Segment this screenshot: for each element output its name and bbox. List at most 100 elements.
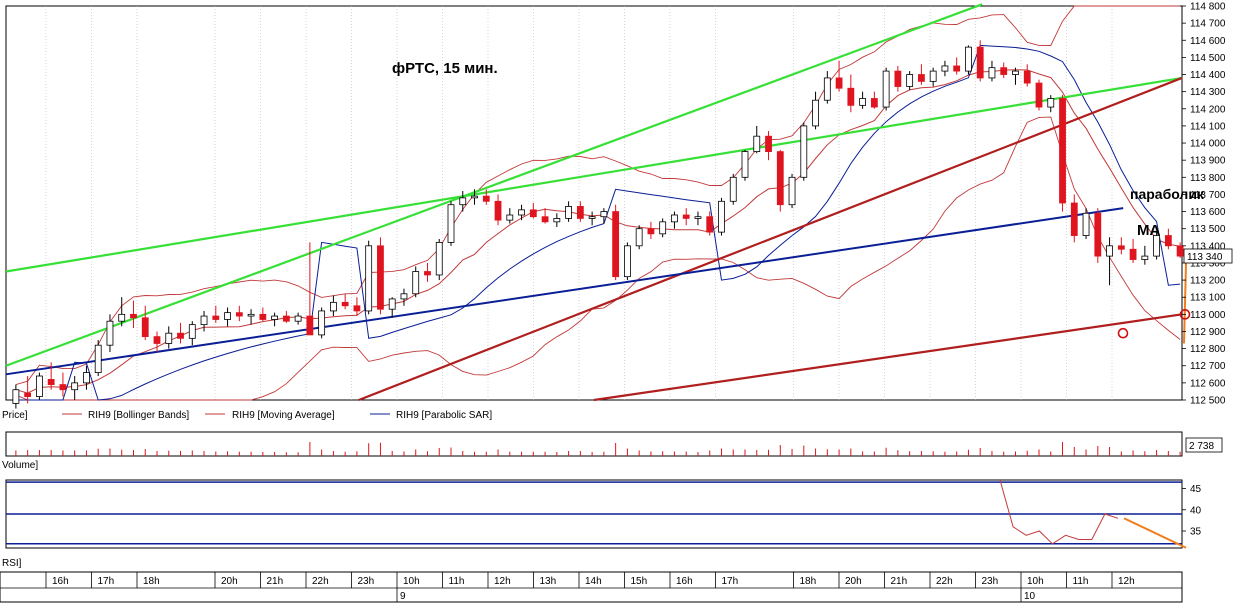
candle-body-up <box>188 324 196 339</box>
candle <box>635 225 643 250</box>
candle <box>318 307 326 339</box>
candle-body-down <box>870 98 878 108</box>
bollinger-bands <box>15 5 1181 401</box>
candle-body-up <box>318 310 326 336</box>
candle-body-up <box>506 214 514 221</box>
candle-body-down <box>130 313 137 319</box>
price-tick-label: 112 700 <box>1190 361 1226 372</box>
last-price-box <box>1183 248 1233 264</box>
candle-body-down <box>482 195 490 202</box>
red-trendline <box>593 313 1183 402</box>
ma-annotation: MA <box>1137 222 1160 239</box>
bollinger-upper <box>15 5 1181 386</box>
red-trendline <box>358 76 1183 402</box>
price-tick-label: 113 100 <box>1190 293 1226 304</box>
hour-label: 23h <box>358 576 375 587</box>
day-label: 10 <box>1024 591 1036 602</box>
candle <box>729 173 737 205</box>
trendlines <box>5 3 1191 402</box>
candle-body-up <box>1153 235 1160 257</box>
hour-label: 11h <box>1073 576 1089 587</box>
candle <box>894 65 902 92</box>
hour-label: 21h <box>891 576 908 587</box>
hour-label: 13h <box>540 576 557 587</box>
candle-body-up <box>565 206 572 219</box>
candle-body-up <box>600 211 608 218</box>
candle <box>294 312 302 325</box>
candle <box>706 211 714 236</box>
chart-title: фРТС, 15 мин. <box>392 60 498 77</box>
parabolic-sar-line <box>15 44 1181 401</box>
candle <box>341 293 349 310</box>
candle <box>976 40 984 82</box>
price-y-axis: 112 500 112 600 112 700 112 800 112 900 113 0… <box>1182 2 1226 407</box>
candle-body-up <box>718 200 725 233</box>
candle-body-up <box>36 375 43 397</box>
candle <box>459 191 467 212</box>
candle-body-down <box>1094 212 1102 257</box>
candle-body-up <box>247 313 255 317</box>
candle-body-down <box>424 271 431 276</box>
candle <box>71 376 79 400</box>
price-tick-label: 114 100 <box>1190 121 1226 132</box>
candle-body-up <box>1141 255 1149 260</box>
time-axis-frame <box>0 571 1183 603</box>
candle <box>859 91 866 109</box>
candle <box>47 362 55 390</box>
hour-label: 15h <box>631 576 648 587</box>
candle <box>847 74 855 113</box>
candle <box>24 376 32 404</box>
candle-body-up <box>788 176 796 206</box>
candle-body-up <box>1082 212 1090 236</box>
candle <box>1106 237 1113 286</box>
candle-body-up <box>459 197 467 206</box>
hour-label: 11h <box>449 576 465 587</box>
candle <box>1094 208 1102 263</box>
price-tick-label: 114 800 <box>1190 2 1226 13</box>
candle <box>965 45 972 75</box>
candle-body-down <box>353 305 361 312</box>
candle-body-up <box>165 332 173 344</box>
candle-body-up <box>553 218 561 223</box>
hour-label: 16h <box>676 576 693 587</box>
candle-body-up <box>741 151 749 178</box>
hour-label: 10h <box>1027 576 1044 587</box>
candle-body-down <box>306 315 314 336</box>
candle-body-up <box>823 77 831 101</box>
candle-body-up <box>635 228 643 247</box>
hour-label: 18h <box>143 576 160 587</box>
candlesticks <box>12 40 1184 409</box>
green-trendline <box>5 3 983 367</box>
candle-body-up <box>106 320 114 346</box>
price-tick-label: 114 700 <box>1190 19 1226 30</box>
candle <box>529 203 537 219</box>
candle <box>1012 67 1019 85</box>
candle <box>282 310 290 323</box>
candle <box>718 197 725 236</box>
target-marker <box>1179 309 1191 320</box>
candle <box>388 297 396 318</box>
hour-label: 18h <box>800 576 817 587</box>
candle-body-up <box>71 382 79 391</box>
candle <box>259 307 267 322</box>
candle-body-down <box>1129 248 1137 260</box>
rsi-tick-label: 45 <box>1190 484 1202 495</box>
candle <box>1153 232 1160 260</box>
candle <box>400 288 408 306</box>
candle <box>671 211 678 229</box>
candle-body-down <box>765 135 772 153</box>
candle <box>953 57 961 75</box>
candle-body-down <box>235 312 243 317</box>
candle <box>1047 95 1055 113</box>
candle <box>882 67 890 111</box>
candle-body-up <box>988 67 996 79</box>
candle <box>576 201 584 222</box>
candle-body-up <box>1106 245 1113 257</box>
candle <box>1082 208 1090 239</box>
candle-body-up <box>859 98 866 106</box>
candle-body-up <box>83 372 90 384</box>
last-price-label: 113 340 <box>1187 252 1223 263</box>
candle <box>12 384 20 409</box>
candle <box>788 173 796 209</box>
